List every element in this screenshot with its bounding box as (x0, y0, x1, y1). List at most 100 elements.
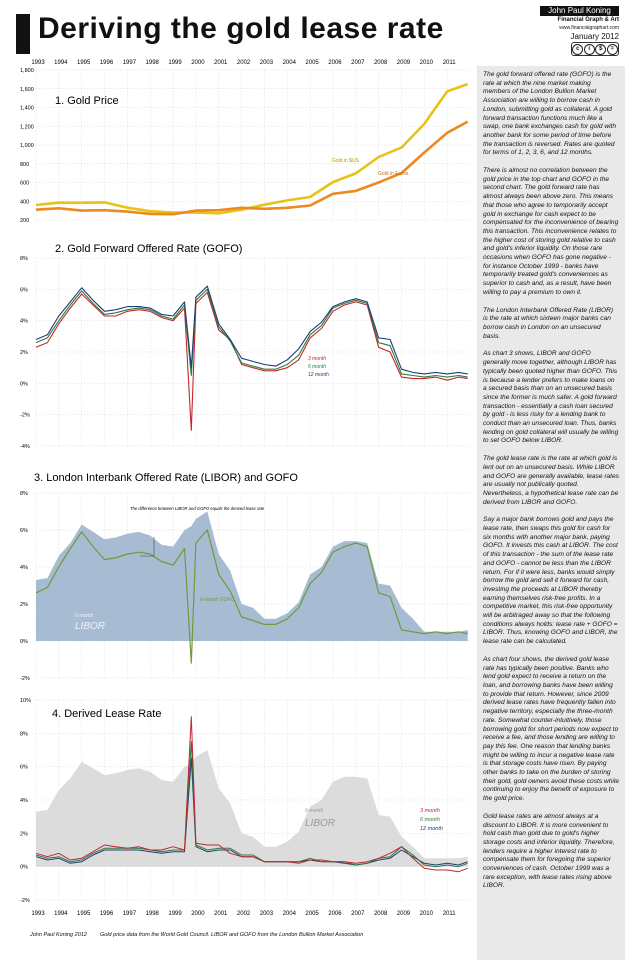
series-line-lease-3m (35, 716, 468, 873)
y-tick-label: 0% (20, 639, 28, 645)
y-tick-label: 1,600 (20, 87, 34, 93)
year-label-bottom: 1999 (168, 911, 182, 917)
footer-credit: John Paul Koning 2012 (30, 932, 87, 938)
year-label-bottom: 2010 (420, 911, 434, 917)
cc-icon: c (572, 43, 584, 55)
year-label-top: 1996 (100, 60, 114, 66)
year-label-bottom: 1998 (146, 911, 160, 917)
year-label-top: 2002 (237, 60, 251, 66)
year-label-top: 1999 (168, 60, 182, 66)
y-tick-label: 6% (20, 765, 28, 771)
para-libor: The London Interbank Offered Rate (LIBOR… (483, 306, 614, 340)
year-label-top: 2005 (305, 60, 319, 66)
sidebar-text: The gold forward offered rate (GOFO) is … (477, 66, 625, 960)
year-label-top: 2011 (443, 60, 457, 66)
series-label-gold-usd: Gold in $US (332, 158, 360, 164)
label-6-month-libor: 6-month (75, 613, 94, 619)
year-label-top: 2003 (260, 60, 274, 66)
annotation-text: The difference between LIBOR and GOFO eq… (130, 506, 265, 511)
year-label-bottom: 2004 (283, 911, 297, 917)
series-line-gofo-6m (35, 529, 468, 664)
chart-title-gofo: 2. Gold Forward Offered Rate (GOFO) (55, 243, 242, 255)
y-tick-label: 8% (20, 731, 28, 737)
chart-title-libor-gofo: 3. London Interbank Offered Rate (LIBOR)… (34, 472, 298, 484)
y-tick-label: 4% (20, 565, 28, 571)
para-arbitrage: Say a major bank borrows gold and pays t… (483, 516, 618, 646)
footer-source: Gold price data from the World Gold Coun… (100, 932, 364, 938)
title-bar-decoration (16, 14, 30, 54)
label-6-month-gofo: 6-month GOFO (200, 597, 235, 603)
para-lease-rate: The gold lease rate is the rate at which… (483, 455, 619, 506)
y-tick-label: 2% (20, 831, 28, 837)
para-correlation: There is almost no correlation between t… (483, 167, 619, 296)
year-label-bottom: 2001 (214, 911, 228, 917)
page-title: Deriving the gold lease rate (38, 12, 444, 45)
y-tick-label: 8% (20, 491, 28, 497)
label-6-month-libor-bg: 6-month (305, 808, 324, 814)
year-label-bottom: 1996 (100, 911, 114, 917)
label-libor-bg-word: LIBOR (305, 818, 335, 829)
y-tick-label: 0% (20, 865, 28, 871)
y-tick-label: 10% (20, 698, 31, 704)
para-libor-gofo: As chart 3 shows, LIBOR and GOFO general… (483, 350, 619, 445)
y-tick-label: 1,000 (20, 143, 34, 149)
year-label-top: 1994 (54, 60, 68, 66)
label-libor-word: LIBOR (75, 621, 105, 632)
chart-title-lease-rate: 4. Derived Lease Rate (52, 708, 161, 720)
year-label-bottom: 1994 (54, 911, 68, 917)
year-label-bottom: 2000 (191, 911, 205, 917)
charts-canvas: 1993 1993 1994 1994 1995 1995 1996 1996 1997 1997… (20, 60, 470, 917)
series-line-lease-6m (35, 741, 468, 868)
year-label-top: 2008 (374, 60, 388, 66)
year-label-bottom: 2003 (260, 911, 274, 917)
y-tick-label: 2% (20, 350, 28, 356)
series-label-12-month: 12 month (308, 372, 329, 378)
year-label-top: 1993 (31, 60, 45, 66)
creative-commons-badge: c i $ = (571, 42, 619, 56)
year-label-top: 2007 (351, 60, 365, 66)
series-line-gofo-6m (35, 288, 468, 378)
para-gofo: The gold forward offered rate (GOFO) is … (483, 71, 617, 157)
author-name: John Paul Koning (540, 6, 619, 16)
y-tick-label: -2% (20, 898, 30, 904)
year-label-bottom: 2007 (351, 911, 365, 917)
year-label-bottom: 1993 (31, 911, 45, 917)
year-label-top: 2001 (214, 60, 228, 66)
y-tick-label: -4% (20, 444, 30, 450)
year-label-bottom: 2002 (237, 911, 251, 917)
publication-date: January 2012 (570, 32, 619, 41)
year-label-bottom: 2006 (328, 911, 342, 917)
series-label-3-month: 3 month (420, 808, 440, 814)
year-label-bottom: 1995 (77, 911, 91, 917)
series-label-gold-eur: Gold in Euros (378, 171, 409, 177)
series-line-gold-eur (35, 120, 469, 216)
y-tick-label: 1,800 (20, 68, 34, 74)
year-label-top: 1995 (77, 60, 91, 66)
chart-title-gold-price: 1. Gold Price (55, 95, 119, 107)
area-libor-background (36, 750, 468, 867)
y-tick-label: 600 (20, 181, 29, 187)
para-discount: Gold lease rates are almost always at a … (483, 812, 615, 890)
y-tick-label: -2% (20, 676, 30, 682)
y-tick-label: 8% (20, 256, 28, 262)
y-tick-label: 400 (20, 199, 29, 205)
y-tick-label: 0% (20, 381, 28, 387)
year-label-bottom: 2005 (305, 911, 319, 917)
year-label-bottom: 2008 (374, 911, 388, 917)
year-label-top: 1997 (123, 60, 137, 66)
y-tick-label: 4% (20, 319, 28, 325)
para-chart-four: As chart four shows, the derived gold le… (483, 655, 619, 803)
y-tick-label: 1,400 (20, 106, 34, 112)
year-label-top: 2006 (328, 60, 342, 66)
website-link[interactable]: www.financialgraphart.com (559, 25, 619, 31)
series-label-12-month: 12 month (420, 826, 443, 832)
year-label-top: 2010 (420, 60, 434, 66)
y-tick-label: 2% (20, 602, 28, 608)
year-label-top: 2000 (191, 60, 205, 66)
y-tick-label: 200 (20, 218, 29, 224)
year-label-top: 1998 (146, 60, 160, 66)
nc-icon: $ (595, 43, 607, 55)
year-label-bottom: 1997 (123, 911, 137, 917)
y-tick-label: 800 (20, 162, 29, 168)
year-label-top: 2009 (397, 60, 411, 66)
